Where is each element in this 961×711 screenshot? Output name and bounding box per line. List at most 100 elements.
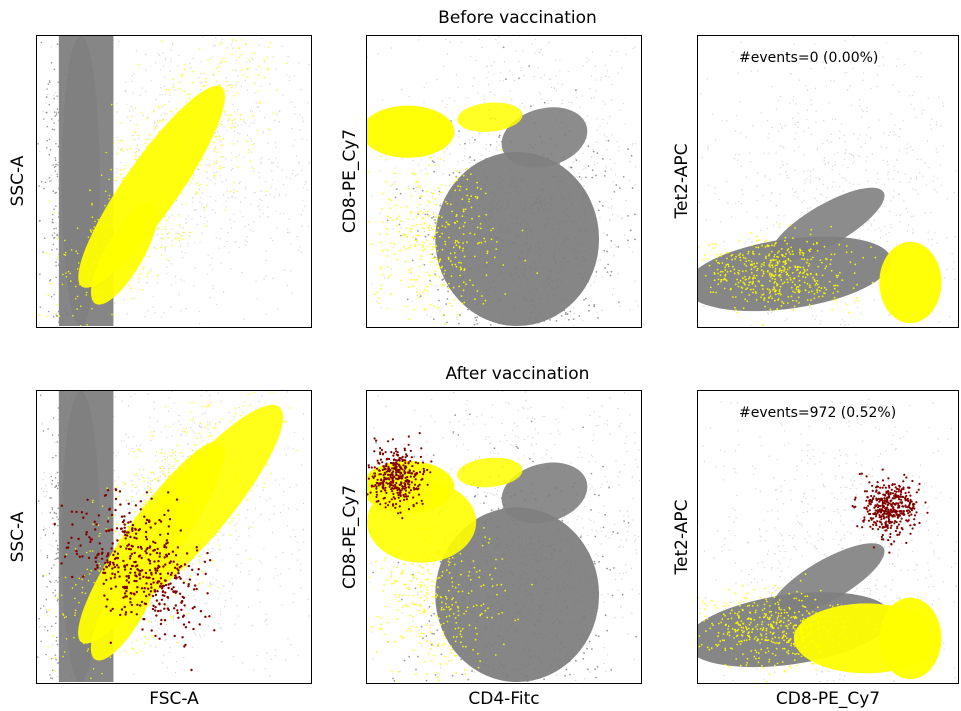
yellow-event-dot — [752, 276, 755, 279]
background-event-dot — [268, 158, 270, 161]
yellow-event-dot — [845, 251, 848, 254]
yellow-event-dot — [440, 266, 443, 269]
background-event-dot — [793, 43, 795, 46]
background-event-dot — [214, 44, 216, 47]
lymphocyte-dot — [126, 148, 129, 151]
background-event-dot — [426, 82, 428, 84]
background-event-dot — [114, 396, 117, 398]
background-event-dot — [56, 258, 58, 260]
yellow-event-dot — [431, 248, 434, 251]
gray-event-dot — [446, 285, 449, 288]
lymphocyte-dot — [181, 76, 184, 78]
yellow-event-dot — [775, 259, 777, 261]
yellow-event-dot — [382, 249, 384, 252]
gray-event-dot — [483, 234, 486, 237]
yellow-event-dot — [466, 178, 469, 181]
background-event-dot — [55, 140, 57, 142]
background-event-dot — [600, 76, 602, 79]
background-event-dot — [222, 194, 225, 196]
background-event-dot — [230, 227, 233, 229]
yellow-event-dot — [415, 278, 418, 281]
gray-event-dot — [539, 312, 542, 315]
yellow-event-dot — [380, 208, 383, 211]
background-event-dot — [549, 78, 552, 80]
debris-dot — [80, 100, 82, 103]
lymphocyte-dot — [156, 190, 159, 192]
debris-dot — [71, 110, 74, 112]
lymphocyte-dot — [115, 245, 117, 247]
debris-dot — [59, 151, 61, 153]
yellow-event-dot — [405, 205, 408, 208]
yellow-event-dot — [772, 289, 774, 291]
yellow-event-dot — [399, 220, 402, 223]
background-event-dot — [714, 192, 716, 195]
lymphocyte-dot — [100, 260, 102, 263]
yellow-event-dot — [452, 246, 455, 249]
lymphocyte-dot — [187, 115, 189, 118]
gray-event-dot — [498, 134, 501, 137]
background-event-dot — [814, 87, 817, 89]
background-event-dot — [844, 324, 846, 326]
background-event-dot — [876, 85, 878, 88]
gray-event-dot — [538, 248, 541, 250]
debris-dot — [69, 212, 71, 215]
debris-dot — [40, 41, 43, 44]
lymphocyte-dot — [134, 207, 137, 209]
yellow-event-dot — [813, 278, 816, 281]
lymphocyte-dot — [142, 161, 144, 163]
gray-event-dot — [518, 159, 521, 162]
background-event-dot — [416, 206, 418, 209]
yellow-event-dot — [446, 202, 449, 205]
gray-event-dot — [458, 220, 461, 223]
background-event-dot — [207, 543, 210, 545]
background-event-dot — [434, 285, 436, 287]
background-event-dot — [193, 422, 196, 424]
background-event-dot — [954, 236, 956, 238]
lymphocyte-dot — [183, 184, 185, 186]
debris-dot — [83, 191, 85, 193]
yellow-event-dot — [818, 295, 820, 298]
yellow-event-dot — [440, 191, 442, 194]
debris-dot — [79, 217, 81, 220]
background-event-dot — [772, 224, 775, 227]
background-event-dot — [465, 169, 467, 171]
yellow-event-dot — [416, 239, 418, 242]
background-event-dot — [591, 51, 594, 53]
background-event-dot — [445, 38, 447, 40]
background-event-dot — [42, 110, 44, 113]
gray-event-dot — [560, 191, 563, 194]
lymphocyte-dot — [144, 142, 147, 145]
yellow-event-dot — [812, 256, 814, 259]
gray-event-dot — [550, 204, 553, 207]
debris-dot — [92, 101, 95, 103]
background-event-dot — [255, 408, 257, 410]
background-event-dot — [392, 246, 395, 249]
debris-dot — [86, 242, 88, 245]
gray-event-dot — [479, 255, 482, 257]
gray-event-dot — [537, 321, 540, 324]
gray-event-dot — [452, 172, 455, 174]
background-event-dot — [614, 173, 617, 176]
debris-dot — [59, 248, 62, 251]
yellow-event-dot — [391, 219, 394, 222]
gray-event-dot — [511, 214, 513, 217]
yellow-event-dot — [774, 289, 777, 291]
debris-dot — [51, 128, 54, 131]
background-event-dot — [245, 244, 247, 247]
yellow-event-dot — [449, 260, 452, 262]
yellow-event-dot — [771, 275, 773, 277]
lymphocyte-dot — [46, 315, 49, 318]
yellow-event-dot — [379, 241, 382, 244]
yellow-event-dot — [782, 255, 784, 257]
yellow-event-dot — [463, 268, 466, 270]
debris-dot — [78, 197, 81, 200]
gray-event-dot — [557, 285, 559, 288]
background-event-dot — [469, 55, 472, 58]
background-event-dot — [485, 143, 488, 146]
background-event-dot — [41, 424, 43, 426]
background-event-dot — [813, 168, 815, 170]
lymphocyte-dot — [139, 196, 141, 198]
debris-dot — [62, 113, 64, 116]
debris-dot — [91, 154, 94, 156]
yellow-event-dot — [727, 265, 730, 268]
